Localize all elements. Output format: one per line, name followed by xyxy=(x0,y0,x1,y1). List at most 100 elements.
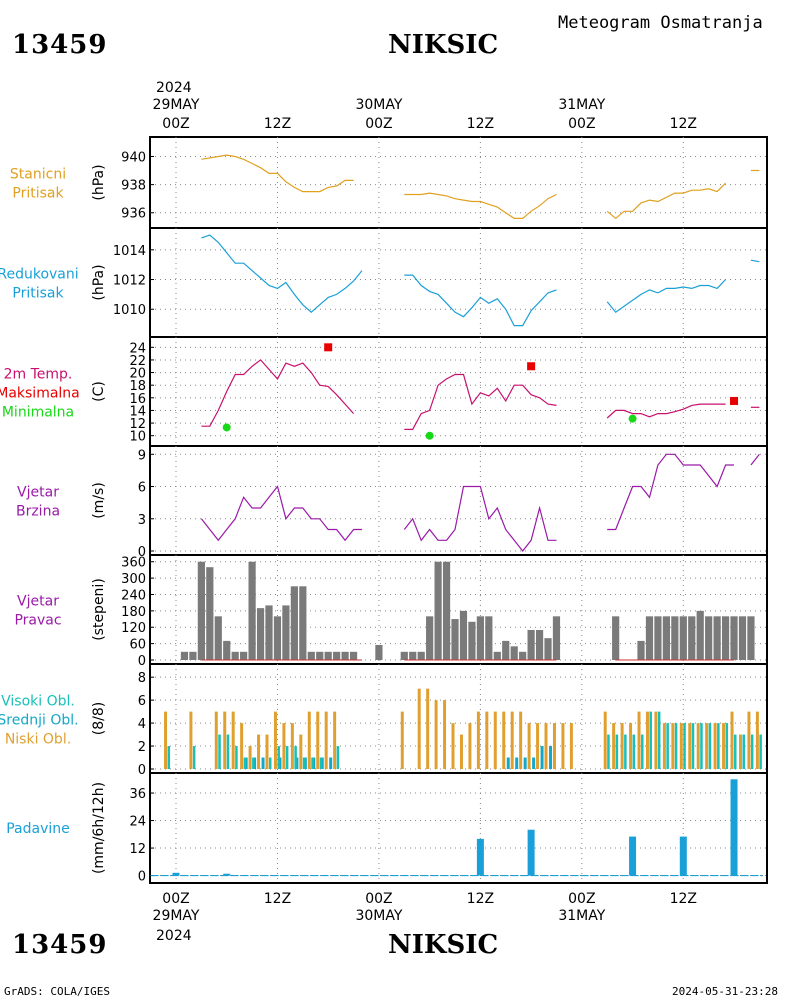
high-cloud-bar xyxy=(700,723,703,769)
y-tick-label: 0 xyxy=(138,870,146,885)
y-tick-label: 300 xyxy=(121,572,146,587)
high-cloud-bar xyxy=(734,734,737,769)
wind-dir-bar xyxy=(510,646,518,660)
high-cloud-bar xyxy=(674,723,678,769)
wind-dir-bar xyxy=(180,651,189,660)
tmin-marker xyxy=(425,431,434,440)
wind-dir-bar xyxy=(214,616,222,660)
wind-dir-bar xyxy=(738,616,747,660)
y-tick-label: 24 xyxy=(129,815,146,830)
bottom-hour-label: 00Z xyxy=(568,891,595,907)
low-cloud-bar xyxy=(299,734,303,769)
station-name-bottom: NIKSIC xyxy=(388,930,499,960)
wind-dir-bar xyxy=(341,651,349,660)
low-cloud-bar xyxy=(451,723,455,769)
high-cloud-bar xyxy=(624,734,627,769)
bottom-date-label: 30MAY xyxy=(355,908,402,924)
series-line xyxy=(607,453,734,531)
bottom-year-label: 2024 xyxy=(156,928,192,944)
high-cloud-bar xyxy=(336,746,340,769)
wind-dir-bar xyxy=(637,640,645,660)
wind-dir-bar xyxy=(282,605,290,660)
top-hour-label: 12Z xyxy=(467,116,494,132)
series-line xyxy=(201,359,355,427)
y-tick-label: 1014 xyxy=(113,244,146,259)
y-tick-label: 1010 xyxy=(113,303,146,318)
low-cloud-bar xyxy=(502,711,506,769)
mid-cloud-bar xyxy=(261,757,265,769)
y-axis-label: (mm/6h/12h) xyxy=(91,782,107,874)
high-cloud-bar xyxy=(615,734,619,769)
precip-bar xyxy=(223,873,231,876)
credit-text: GrADS: COLA/IGES xyxy=(4,985,110,998)
low-cloud-bar xyxy=(705,723,709,769)
low-cloud-bar xyxy=(620,723,624,769)
wind-dir-bar xyxy=(265,605,273,660)
high-cloud-bar xyxy=(285,746,289,769)
y-tick-label: 0 xyxy=(138,763,146,778)
wind-dir-bar xyxy=(231,651,239,660)
wind-dir-bar xyxy=(476,616,484,660)
low-cloud-bar xyxy=(290,723,294,769)
bottom-hour-label: 00Z xyxy=(162,891,189,907)
series-line xyxy=(606,182,727,220)
high-cloud-bar xyxy=(294,746,297,769)
top-hour-label: 00Z xyxy=(568,116,595,132)
wind-dir-bar xyxy=(400,651,408,660)
low-cloud-bar xyxy=(755,711,759,769)
y-tick-label: 1012 xyxy=(113,274,146,289)
wind-dir-bar xyxy=(206,567,214,660)
y-tick-label: 240 xyxy=(121,588,146,603)
high-cloud-bar xyxy=(226,734,230,769)
wind-dir-bar xyxy=(451,619,459,660)
high-cloud-bar xyxy=(632,734,636,769)
station-id-top: 13459 xyxy=(12,30,108,60)
y-tick-label: 4 xyxy=(138,717,146,732)
y-tick-label: 0 xyxy=(138,654,146,669)
low-cloud-bar xyxy=(679,723,683,769)
low-cloud-bar xyxy=(468,723,472,769)
wind-dir-bar xyxy=(544,638,552,660)
series-line xyxy=(606,403,726,419)
high-cloud-bar xyxy=(759,734,762,769)
y-axis-label: (C) xyxy=(91,381,107,402)
top-date-label: 31MAY xyxy=(558,97,605,113)
low-cloud-bar xyxy=(603,711,607,769)
low-cloud-bar xyxy=(730,711,734,769)
panel-label: Stanicni xyxy=(10,167,66,183)
low-cloud-bar xyxy=(214,711,218,769)
y-tick-label: 18 xyxy=(129,379,146,394)
panel-label: Pravac xyxy=(14,613,61,629)
y-tick-label: 24 xyxy=(129,341,146,356)
low-cloud-bar xyxy=(612,723,616,769)
timestamp-text: 2024-05-31-23:28 xyxy=(672,985,778,998)
low-cloud-bar xyxy=(561,723,565,769)
bottom-date-label: 31MAY xyxy=(558,908,605,924)
wind-dir-bar xyxy=(307,651,315,660)
wind-dir-bar xyxy=(705,616,713,660)
series-line xyxy=(403,485,557,552)
wind-dir-bar xyxy=(671,616,679,660)
low-cloud-bar xyxy=(459,734,463,769)
high-cloud-bar xyxy=(708,723,712,769)
high-cloud-bar xyxy=(192,746,196,769)
high-cloud-bar xyxy=(252,757,255,769)
panel-label: Vjetar xyxy=(17,594,59,610)
y-axis-label: (stepeni) xyxy=(91,578,107,641)
wind-dir-bar xyxy=(189,651,197,660)
low-cloud-bar xyxy=(476,711,480,769)
high-cloud-bar xyxy=(218,734,221,769)
high-cloud-bar xyxy=(167,746,171,769)
wind-dir-bar xyxy=(240,651,248,660)
top-hour-label: 12Z xyxy=(264,116,291,132)
panel-label: Niski Obl. xyxy=(5,732,71,748)
low-cloud-bar xyxy=(417,688,421,769)
wind-dir-bar xyxy=(197,561,205,660)
wind-dir-bar xyxy=(349,651,358,660)
wind-dir-bar xyxy=(654,616,662,660)
high-cloud-bar xyxy=(750,734,754,769)
series-line xyxy=(404,373,557,430)
panel-label: Vjetar xyxy=(17,485,59,501)
low-cloud-bar xyxy=(493,711,497,769)
